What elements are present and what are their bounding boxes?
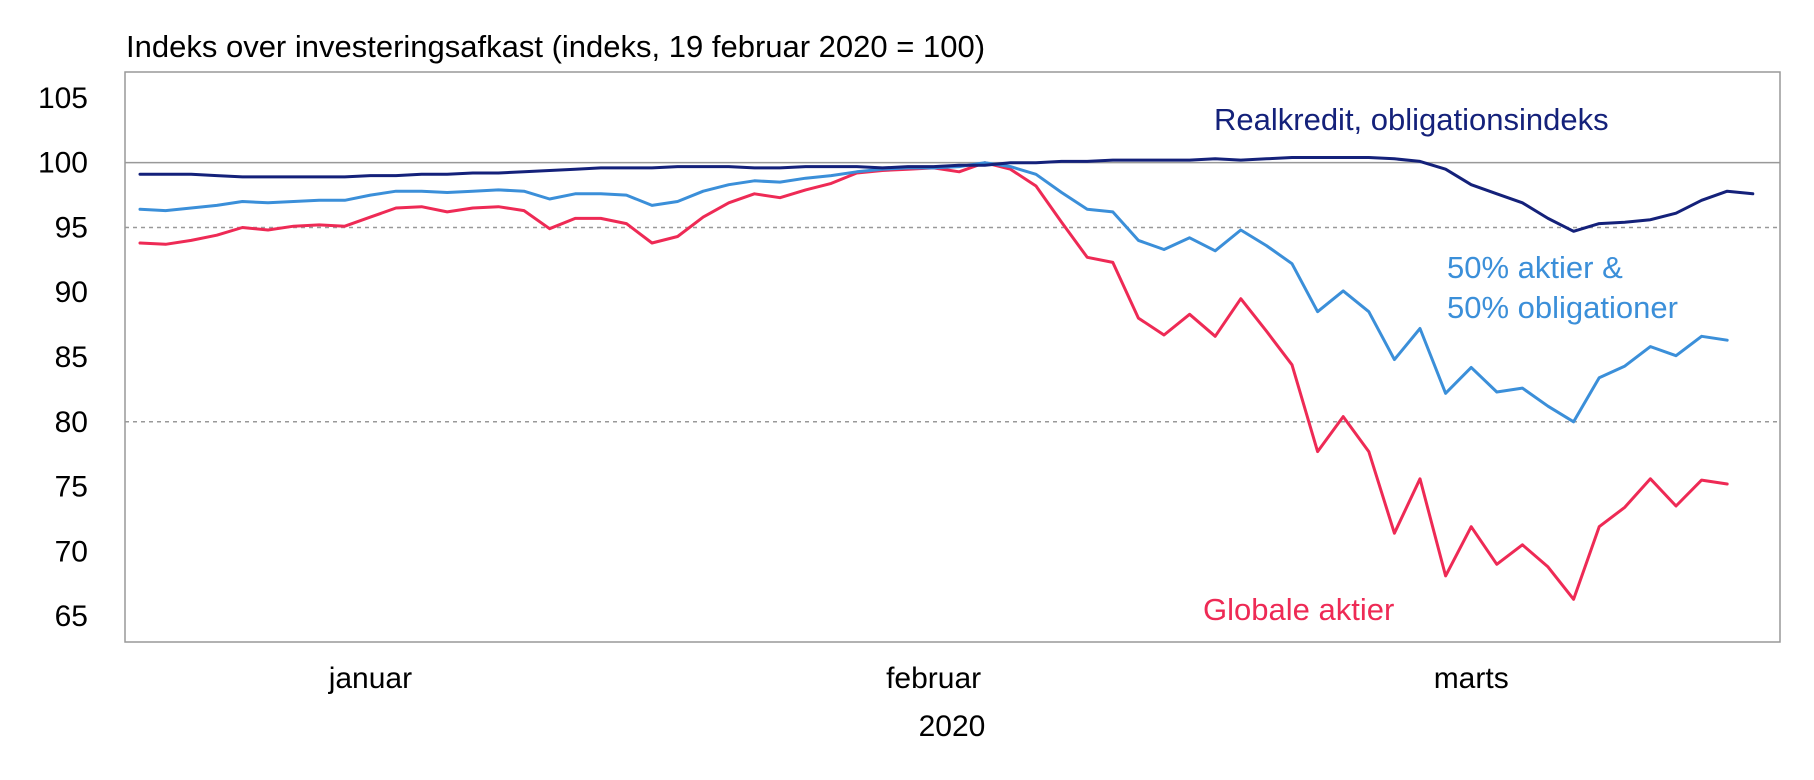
y-tick-label: 65 bbox=[55, 600, 88, 633]
series-label-realkredit: Realkredit, obligationsindeks bbox=[1214, 102, 1609, 137]
x-axis-tick-labels: januar februar marts bbox=[328, 662, 1509, 695]
chart-title: Indeks over investeringsafkast (indeks, … bbox=[126, 29, 985, 64]
y-tick-label: 90 bbox=[55, 276, 88, 309]
y-tick-label: 105 bbox=[38, 82, 88, 115]
series-label-globale: Globale aktier bbox=[1203, 592, 1394, 627]
x-tick-label-marts: marts bbox=[1434, 662, 1509, 695]
plot-frame bbox=[124, 71, 1781, 643]
y-tick-label: 85 bbox=[55, 341, 88, 374]
x-axis-label: 2020 bbox=[919, 710, 986, 743]
series-labels: Realkredit, obligationsindeks 50% aktier … bbox=[1203, 102, 1678, 627]
series-label-mixed: 50% aktier & bbox=[1447, 250, 1623, 285]
series-line-realkredit bbox=[138, 156, 1755, 233]
reference-lines bbox=[125, 161, 1780, 423]
y-tick-label: 80 bbox=[55, 406, 88, 439]
y-tick-label: 95 bbox=[55, 211, 88, 244]
x-tick-label-februar: februar bbox=[886, 662, 981, 695]
series-label-mixed: 50% obligationer bbox=[1447, 290, 1678, 325]
x-tick-label-januar: januar bbox=[328, 662, 412, 695]
y-tick-label: 100 bbox=[38, 147, 88, 180]
series-lines bbox=[138, 156, 1755, 601]
y-tick-label: 75 bbox=[55, 471, 88, 504]
y-tick-label: 70 bbox=[55, 535, 88, 568]
y-axis-tick-labels: 105 100 95 90 85 80 75 70 65 bbox=[38, 82, 88, 633]
